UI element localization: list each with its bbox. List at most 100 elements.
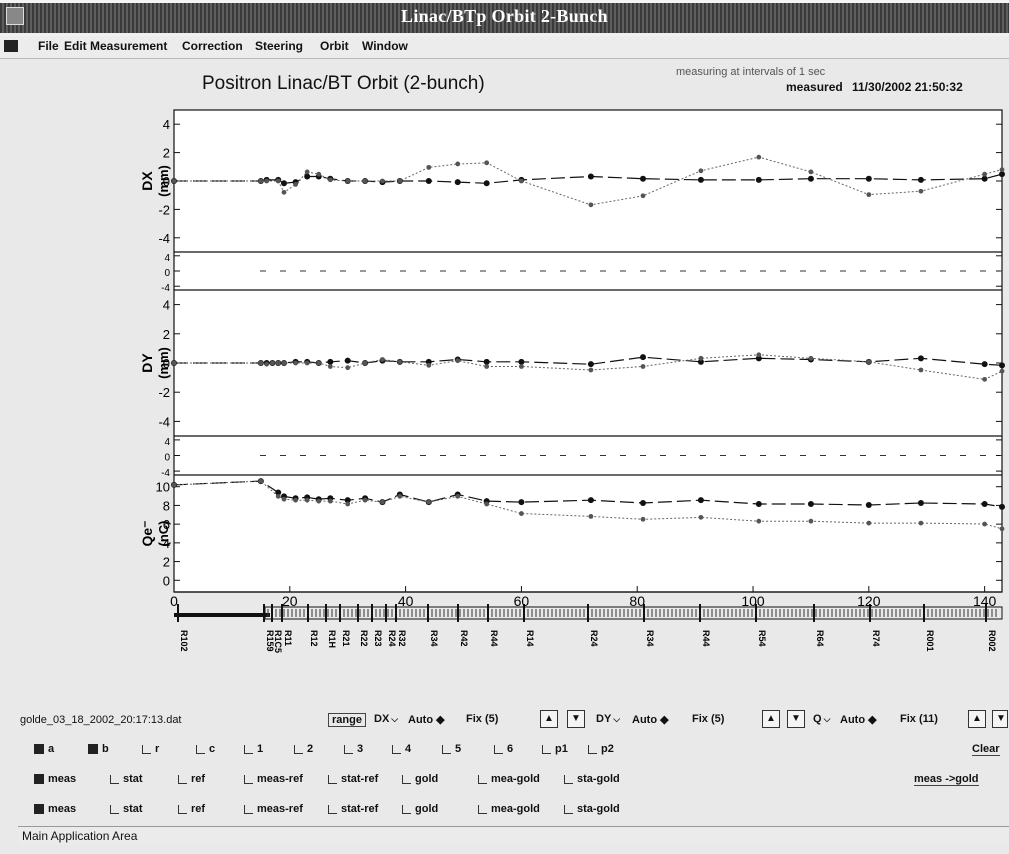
window-titlebar[interactable]: Linac/BTp Orbit 2-Bunch <box>0 0 1009 36</box>
clear-button[interactable]: Clear <box>972 743 1000 756</box>
data-point <box>865 501 872 508</box>
series-line <box>174 156 1003 206</box>
data-point <box>397 359 403 365</box>
row2-meas-ref-checkbox[interactable]: meas-ref <box>244 803 303 815</box>
row1-meas-ref-checkbox[interactable]: meas-ref <box>244 773 303 785</box>
checkbox-4[interactable]: 4 <box>392 743 411 755</box>
dy-select[interactable]: DY ⌵ <box>596 713 621 725</box>
data-point <box>918 367 924 373</box>
data-point <box>484 501 490 507</box>
meas-to-gold-button[interactable]: meas ->gold <box>914 773 979 786</box>
checkbox-p1[interactable]: p1 <box>542 743 568 755</box>
dx-up-arrow-button[interactable]: ▲ <box>540 710 558 728</box>
measuring-status: measuring at intervals of 1 sec <box>676 66 826 78</box>
row2-stat-ref-checkbox[interactable]: stat-ref <box>328 803 378 815</box>
row2-meas-checkbox[interactable]: meas <box>34 803 76 815</box>
checkbox-2[interactable]: 2 <box>294 743 313 755</box>
q-fix-radio[interactable]: Fix (11) <box>900 713 938 725</box>
checkbox-c[interactable]: c <box>196 743 215 755</box>
dx-auto-radio[interactable]: Auto ◆ <box>408 714 445 726</box>
checkbox-r[interactable]: r <box>142 743 159 755</box>
dy-up-arrow-button[interactable]: ▲ <box>762 710 780 728</box>
q-down-arrow-button[interactable]: ▼ <box>992 710 1008 728</box>
data-point <box>640 364 646 369</box>
row2-gold-checkbox[interactable]: gold <box>402 803 438 815</box>
bpm-label: R64 <box>815 630 825 647</box>
data-point <box>807 175 814 182</box>
data-point <box>264 178 270 184</box>
bpm-label: R14 <box>525 630 535 647</box>
y-tick-label: 4 <box>163 298 170 313</box>
data-point <box>316 360 322 366</box>
row1-gold-checkbox[interactable]: gold <box>402 773 438 785</box>
data-point <box>380 178 385 184</box>
dy-down-arrow-button[interactable]: ▼ <box>787 710 805 728</box>
menu-edit[interactable]: Edit <box>64 39 87 53</box>
data-point <box>587 361 594 368</box>
q-up-arrow-button[interactable]: ▲ <box>968 710 986 728</box>
row1-stat-checkbox[interactable]: stat <box>110 773 143 785</box>
app-menu-icon[interactable] <box>4 40 18 52</box>
chevron-down-icon: ⌵ <box>391 714 399 724</box>
data-point <box>865 175 872 182</box>
checkbox-a[interactable]: a <box>34 743 54 755</box>
y-tick-label: 2 <box>163 146 170 161</box>
menu-file[interactable]: File <box>38 39 59 53</box>
menu-steering[interactable]: Steering <box>255 39 304 53</box>
data-point <box>275 360 281 366</box>
q-select[interactable]: Q ⌵ <box>813 713 831 725</box>
bpm-label: R54 <box>757 630 767 647</box>
checkbox-p2[interactable]: p2 <box>588 743 614 755</box>
dx-select[interactable]: DX ⌵ <box>374 713 399 725</box>
bpm-label: R12 <box>309 630 319 647</box>
y-tick-label: 4 <box>163 536 170 551</box>
y-tick-label: 0 <box>164 453 170 464</box>
row2-stat-checkbox[interactable]: stat <box>110 803 143 815</box>
data-point <box>999 171 1005 178</box>
x-tick-label: 40 <box>398 593 414 609</box>
data-point <box>982 376 988 382</box>
data-point <box>327 358 334 365</box>
row1-sta-gold-checkbox[interactable]: sta-gold <box>564 773 620 785</box>
row1-ref-checkbox[interactable]: ref <box>178 773 205 785</box>
data-point <box>866 192 872 198</box>
dx-down-arrow-button[interactable]: ▼ <box>567 710 585 728</box>
data-point <box>327 498 333 504</box>
row1-meas-checkbox[interactable]: meas <box>34 773 76 785</box>
window-title: Linac/BTp Orbit 2-Bunch <box>401 6 608 26</box>
row1-stat-ref-checkbox[interactable]: stat-ref <box>328 773 378 785</box>
row2-ref-checkbox[interactable]: ref <box>178 803 205 815</box>
row1-mea-gold-checkbox[interactable]: mea-gold <box>478 773 540 785</box>
bpm-label: R24 <box>589 630 599 647</box>
checkbox-1[interactable]: 1 <box>244 743 263 755</box>
menu-correction[interactable]: Correction <box>182 39 243 53</box>
data-point <box>304 173 311 180</box>
data-point <box>293 182 298 187</box>
data-point <box>293 360 298 366</box>
data-point <box>587 497 594 504</box>
dy-fix-radio[interactable]: Fix (5) <box>692 713 725 725</box>
checkbox-6[interactable]: 6 <box>494 743 513 755</box>
window-menu-icon[interactable] <box>6 7 24 25</box>
checkbox-5[interactable]: 5 <box>442 743 461 755</box>
row2-mea-gold-checkbox[interactable]: mea-gold <box>478 803 540 815</box>
y-axis-unit: (mm) <box>156 347 171 379</box>
menu-measurement[interactable]: Measurement <box>90 39 168 53</box>
checkbox-3[interactable]: 3 <box>344 743 363 755</box>
data-point <box>588 514 594 519</box>
data-point <box>808 169 814 175</box>
dx-fix-radio[interactable]: Fix (5) <box>466 713 499 725</box>
y-tick-label: 6 <box>163 517 170 532</box>
data-point <box>981 175 988 182</box>
menu-window[interactable]: Window <box>362 39 408 53</box>
bpm-label: R34 <box>645 630 655 647</box>
y-tick-label: -4 <box>161 468 170 479</box>
row2-sta-gold-checkbox[interactable]: sta-gold <box>564 803 620 815</box>
data-point <box>999 362 1005 369</box>
data-point <box>425 178 432 184</box>
dy-auto-radio[interactable]: Auto ◆ <box>632 714 669 726</box>
checkbox-b[interactable]: b <box>88 743 109 755</box>
menu-orbit[interactable]: Orbit <box>320 39 349 53</box>
q-auto-radio[interactable]: Auto ◆ <box>840 714 877 726</box>
data-point <box>918 188 924 194</box>
